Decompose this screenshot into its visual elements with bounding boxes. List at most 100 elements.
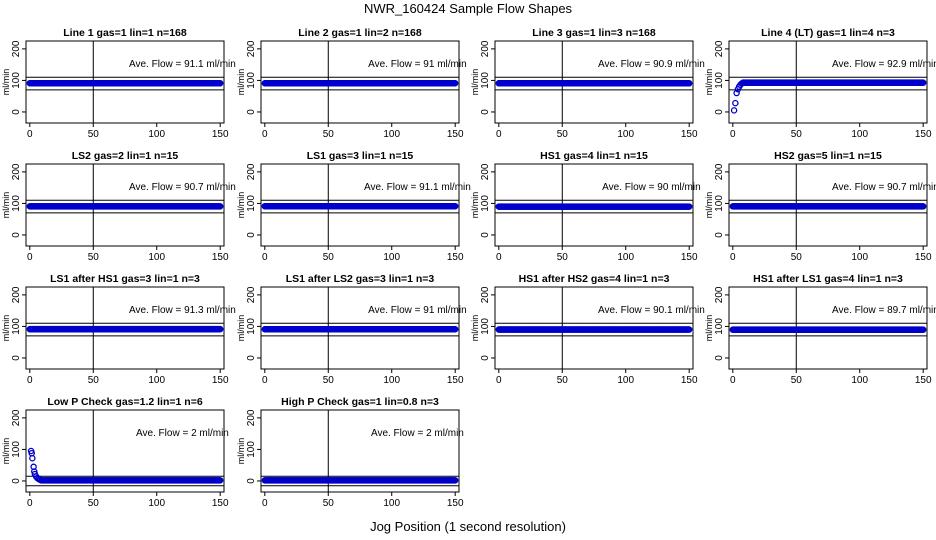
x-tick-label: 100 xyxy=(851,129,868,140)
chart-panel: Low P Check gas=1.2 lin=1 n=6 0 50 100 150 0 1… xyxy=(1,396,229,509)
y-axis-label: ml/min xyxy=(470,315,480,342)
y-tick-label: 0 xyxy=(480,355,491,361)
y-tick-label: 0 xyxy=(246,478,257,484)
annotation-ave-flow: Ave. Flow = 90.9 ml/min xyxy=(598,59,705,70)
x-tick-label: 100 xyxy=(148,129,165,140)
y-tick-label: 100 xyxy=(11,441,22,458)
x-tick-label: 0 xyxy=(730,252,736,263)
y-tick-label: 100 xyxy=(480,318,491,335)
x-tick-label: 150 xyxy=(915,129,932,140)
chart-panel: HS1 after HS2 gas=4 lin=1 n=3 0 50 100 150 0 1… xyxy=(470,273,705,386)
x-tick-label: 100 xyxy=(617,375,634,386)
data-point xyxy=(451,326,459,333)
x-tick-label: 100 xyxy=(617,252,634,263)
x-tick-label: 50 xyxy=(88,375,100,386)
y-tick-label: 100 xyxy=(11,72,22,89)
y-tick-label: 200 xyxy=(480,286,491,303)
panel-title: High P Check gas=1 lin=0.8 n=3 xyxy=(281,396,439,408)
x-tick-label: 150 xyxy=(681,252,698,263)
plot-frame xyxy=(25,409,225,493)
y-tick-label: 100 xyxy=(480,195,491,212)
x-tick-label: 50 xyxy=(557,375,569,386)
data-point xyxy=(685,80,693,87)
x-tick-label: 150 xyxy=(915,252,932,263)
x-tick-label: 50 xyxy=(88,252,100,263)
y-tick-label: 200 xyxy=(714,40,725,57)
plot-frame xyxy=(728,40,928,124)
x-tick-label: 0 xyxy=(496,252,502,263)
chart-panel: LS1 after HS1 gas=3 lin=1 n=3 0 50 100 150 0 1… xyxy=(1,273,236,386)
x-tick-label: 100 xyxy=(383,252,400,263)
panel-title: Line 4 (LT) gas=1 lin=4 n=3 xyxy=(761,27,895,39)
x-tick-label: 100 xyxy=(851,252,868,263)
x-tick-label: 150 xyxy=(212,252,229,263)
x-tick-label: 50 xyxy=(88,129,100,140)
plot-frame xyxy=(494,163,694,247)
y-axis-label: ml/min xyxy=(470,192,480,219)
y-tick-label: 0 xyxy=(246,355,257,361)
panel-title: LS1 gas=3 lin=1 n=15 xyxy=(307,150,414,162)
data-point xyxy=(451,202,459,210)
x-tick-label: 100 xyxy=(617,129,634,140)
y-tick-label: 200 xyxy=(11,163,22,180)
x-tick-label: 100 xyxy=(383,498,400,509)
x-tick-label: 50 xyxy=(557,129,569,140)
x-tick-label: 100 xyxy=(148,375,165,386)
panel-title: Line 3 gas=1 lin=3 n=168 xyxy=(532,27,656,39)
x-tick-label: 150 xyxy=(915,375,932,386)
y-tick-label: 100 xyxy=(246,72,257,89)
chart-panel: LS1 after LS2 gas=3 lin=1 n=3 0 50 100 150 0 1… xyxy=(236,273,467,386)
x-tick-label: 0 xyxy=(496,375,502,386)
chart-panel: Line 2 gas=1 lin=2 n=168 0 50 100 150 0 100 200… xyxy=(236,27,467,140)
panel-title: HS1 gas=4 lin=1 n=15 xyxy=(540,150,648,162)
x-tick-label: 100 xyxy=(383,375,400,386)
data-point xyxy=(216,79,224,87)
y-tick-label: 200 xyxy=(246,40,257,57)
panel-title: Low P Check gas=1.2 lin=1 n=6 xyxy=(47,396,202,408)
y-tick-label: 100 xyxy=(714,318,725,335)
y-tick-label: 0 xyxy=(480,109,491,115)
plot-frame xyxy=(728,286,928,370)
data-point xyxy=(685,326,693,333)
plot-frame xyxy=(728,163,928,247)
x-tick-label: 50 xyxy=(323,252,335,263)
chart-panel: HS1 after LS1 gas=4 lin=1 n=3 0 50 100 150 0 1… xyxy=(704,273,936,386)
annotation-ave-flow: Ave. Flow = 91.3 ml/min xyxy=(129,305,236,316)
data-point xyxy=(733,89,740,97)
data-point xyxy=(216,325,224,333)
y-tick-label: 200 xyxy=(246,163,257,180)
panel-title: LS1 after HS1 gas=3 lin=1 n=3 xyxy=(50,273,200,285)
x-tick-label: 100 xyxy=(383,129,400,140)
annotation-ave-flow: Ave. Flow = 92.9 ml/min xyxy=(832,59,936,70)
y-tick-label: 0 xyxy=(11,478,22,484)
annotation-ave-flow: Ave. Flow = 2 ml/min xyxy=(371,428,464,439)
y-tick-label: 100 xyxy=(246,441,257,458)
x-axis-title: Jog Position (1 second resolution) xyxy=(370,519,566,534)
chart-panel: Line 1 gas=1 lin=1 n=168 0 50 100 150 0 100 200… xyxy=(1,27,236,140)
x-tick-label: 0 xyxy=(27,129,33,140)
data-point xyxy=(919,79,927,86)
panel-title: HS2 gas=5 lin=1 n=15 xyxy=(774,150,882,162)
plot-frame xyxy=(494,286,694,370)
x-tick-label: 150 xyxy=(681,129,698,140)
y-axis-label: ml/min xyxy=(1,315,11,342)
annotation-ave-flow: Ave. Flow = 91.1 ml/min xyxy=(364,182,471,193)
y-axis-label: ml/min xyxy=(236,315,246,342)
y-tick-label: 200 xyxy=(246,286,257,303)
y-tick-label: 0 xyxy=(246,109,257,115)
annotation-ave-flow: Ave. Flow = 90.1 ml/min xyxy=(598,305,705,316)
annotation-ave-flow: Ave. Flow = 91.1 ml/min xyxy=(129,59,236,70)
y-tick-label: 100 xyxy=(11,318,22,335)
plot-frame xyxy=(25,40,225,124)
y-tick-label: 0 xyxy=(714,232,725,238)
x-tick-label: 0 xyxy=(27,375,33,386)
annotation-ave-flow: Ave. Flow = 90.7 ml/min xyxy=(129,182,236,193)
chart-panel: High P Check gas=1 lin=0.8 n=3 0 50 100 150 0… xyxy=(236,396,464,509)
y-tick-label: 200 xyxy=(11,409,22,426)
plot-frame xyxy=(25,163,225,247)
y-axis-label: ml/min xyxy=(704,69,714,96)
y-tick-label: 0 xyxy=(714,109,725,115)
x-tick-label: 0 xyxy=(730,129,736,140)
x-tick-label: 150 xyxy=(681,375,698,386)
